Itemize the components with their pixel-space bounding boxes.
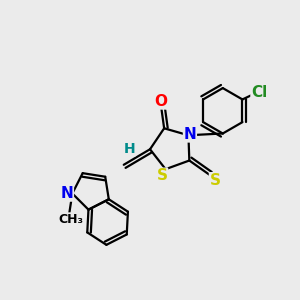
Text: H: H bbox=[124, 142, 136, 156]
Text: O: O bbox=[155, 94, 168, 109]
Text: N: N bbox=[61, 186, 73, 201]
Text: N: N bbox=[184, 127, 196, 142]
Text: S: S bbox=[209, 173, 220, 188]
Text: CH₃: CH₃ bbox=[58, 213, 83, 226]
Text: S: S bbox=[157, 168, 167, 183]
Text: Cl: Cl bbox=[251, 85, 267, 100]
